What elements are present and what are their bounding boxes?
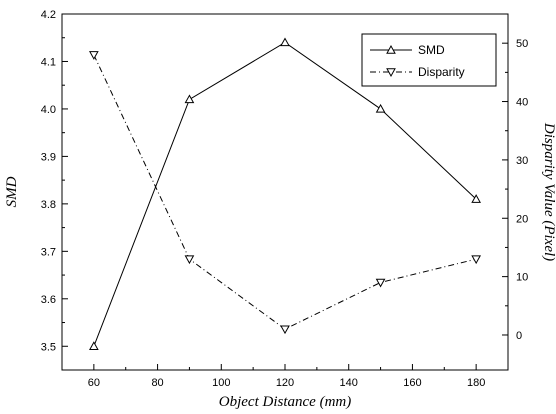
y-right-tick-label: 50 <box>516 38 528 50</box>
series-smd <box>89 37 481 350</box>
y-right-tick-label: 0 <box>516 330 522 342</box>
series <box>89 37 481 350</box>
data-point-disparity <box>89 51 99 60</box>
x-tick-label: 160 <box>403 377 421 389</box>
y-left-tick-label: 3.6 <box>41 294 56 306</box>
x-tick-label: 140 <box>340 377 358 389</box>
data-point-disparity <box>471 255 481 265</box>
legend-label-smd: SMD <box>418 43 445 57</box>
x-tick-label: 80 <box>151 377 163 389</box>
y-left-tick-label: 4.2 <box>41 9 56 21</box>
data-point-smd <box>89 341 99 350</box>
legend-box <box>361 33 497 87</box>
axes: 60 80 100 120 140 160 1803.53.63.73.83.94.04.1… <box>41 9 529 389</box>
y-left-tick-label: 4.1 <box>41 56 56 68</box>
series-disparity <box>89 51 481 335</box>
y-axis-left-label: SMD <box>4 176 20 207</box>
x-tick-label: 60 <box>88 377 100 389</box>
y-left-tick-label: 3.5 <box>41 341 56 353</box>
y-left-tick-label: 3.9 <box>41 151 56 163</box>
data-point-smd <box>471 194 481 203</box>
y-right-tick-label: 10 <box>516 272 528 284</box>
x-tick-label: 100 <box>212 377 230 389</box>
data-point-disparity <box>375 278 386 288</box>
legend-marker-smd <box>386 44 396 54</box>
y-axis-right-label: Disparity Value (Pixel) <box>541 122 556 261</box>
x-tick-label: 180 <box>467 377 485 389</box>
legend-marker-disparity <box>386 68 396 78</box>
legend-label-disparity: Disparity <box>418 65 465 79</box>
y-right-tick-label: 40 <box>516 97 528 109</box>
x-tick-label: 120 <box>276 377 294 389</box>
data-point-disparity <box>280 325 290 335</box>
data-point-smd <box>184 94 195 104</box>
series-line-disparity <box>93 54 477 330</box>
y-right-tick-label: 20 <box>516 213 528 225</box>
data-point-smd <box>375 103 386 113</box>
data-point-smd <box>280 37 290 47</box>
y-left-tick-label: 4.0 <box>41 104 56 116</box>
series-line-smd <box>93 41 477 347</box>
y-right-tick-label: 30 <box>516 155 528 167</box>
y-left-tick-label: 3.7 <box>41 246 56 258</box>
data-point-disparity <box>184 255 195 265</box>
x-axis-label: Object Distance (mm) <box>219 394 351 410</box>
legend: SMD Disparity <box>361 33 497 87</box>
y-left-tick-label: 3.8 <box>41 199 56 211</box>
